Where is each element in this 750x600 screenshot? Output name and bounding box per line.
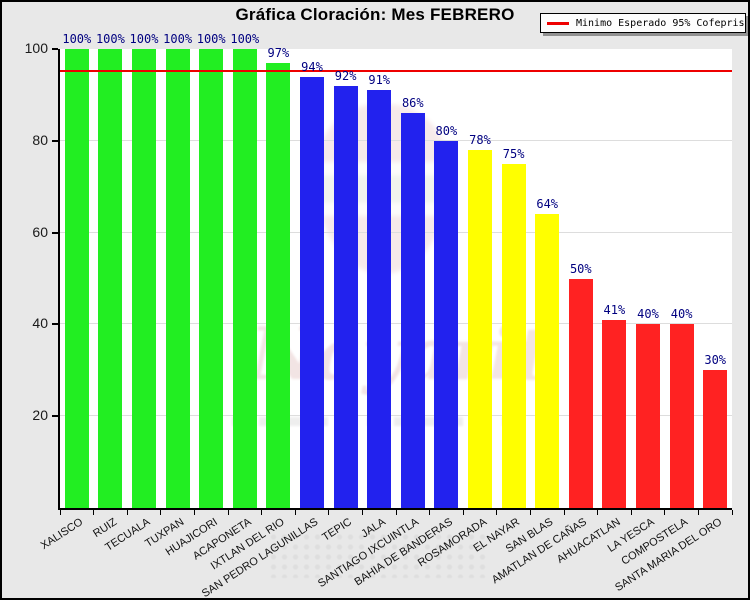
bar: [602, 319, 627, 508]
bar: [132, 49, 156, 508]
bar-value-label: 40%: [670, 307, 693, 322]
bar-value-label: 75%: [502, 146, 525, 161]
bar-value-label: 97%: [267, 45, 290, 60]
x-axis-tick: [227, 510, 229, 515]
bar-value-label: 50%: [569, 261, 592, 276]
x-axis-tick: [193, 510, 195, 515]
y-axis-tick-label: 100: [24, 40, 48, 56]
bar: [468, 149, 492, 508]
x-axis-tick: [563, 510, 565, 515]
x-axis-tick: [664, 510, 666, 515]
y-axis-tick-label: 40: [32, 315, 48, 332]
bar: [266, 62, 291, 508]
bar-value-label: 100%: [62, 32, 92, 46]
bar-value-label: 80%: [435, 123, 458, 138]
legend-line-swatch: [547, 21, 569, 25]
bar: [64, 49, 89, 508]
x-axis-tick: [597, 510, 599, 515]
bar: [535, 214, 560, 508]
x-axis-tick: [93, 510, 95, 515]
x-axis-tick: [160, 510, 162, 515]
x-axis-tick: [697, 510, 699, 515]
legend-label: Minimo Esperado 95% Cofepris: [576, 17, 745, 29]
x-axis-tick: [429, 510, 431, 515]
bar-value-label: 64%: [536, 197, 559, 212]
gridline: [60, 415, 732, 417]
bar-value-label: 30%: [704, 353, 727, 368]
y-axis-tick-label: 60: [32, 223, 48, 240]
x-axis-tick: [261, 510, 263, 515]
bar-value-label: 100%: [163, 32, 193, 46]
bar-value-label: 100%: [129, 32, 159, 46]
bar-value-label: 78%: [469, 132, 491, 147]
x-axis-tick: [630, 510, 632, 515]
bar: [501, 163, 526, 508]
x-axis-tick: [361, 510, 363, 515]
bar-value-label: 86%: [401, 96, 424, 111]
y-axis-tick: [52, 323, 58, 326]
y-axis-tick-label: 20: [32, 407, 48, 424]
bar-value-label: 92%: [334, 68, 357, 83]
x-axis-tick: [395, 510, 397, 515]
bar: [669, 324, 694, 508]
bar: [434, 140, 459, 508]
bar-value-label: 91%: [368, 73, 391, 88]
x-axis-tick: [731, 510, 733, 515]
bar: [232, 49, 257, 508]
bar: [367, 90, 392, 508]
x-axis-tick: [496, 510, 498, 515]
x-axis-tick: [462, 510, 464, 515]
x-axis-tick: [294, 510, 296, 515]
x-axis-label: XALISCO: [38, 516, 86, 553]
bar: [300, 76, 324, 508]
x-axis-tick: [126, 510, 128, 515]
threshold-line: [60, 69, 732, 72]
bar-value-label: 100%: [95, 32, 125, 46]
chart-title: Gráfica Cloración: Mes FEBRERO: [235, 5, 515, 24]
y-axis-tick: [52, 415, 58, 418]
x-axis-tick: [529, 510, 531, 515]
bar: [333, 85, 358, 508]
y-axis-tick-label: 80: [32, 131, 48, 148]
watermark: Nayarit: [60, 49, 732, 508]
gridline: [60, 139, 732, 141]
bar: [199, 49, 224, 508]
plot-area: Nayarit 20 40 60 80 100 100% 100% 100% 100% 100% 1…: [25, 32, 733, 515]
bar: [703, 370, 728, 508]
bar: [165, 49, 190, 508]
legend-box: Minimo Esperado 95% Cofepris: [540, 13, 746, 33]
bar-value-label: 100%: [230, 32, 260, 46]
bar-value-label: 40%: [637, 307, 659, 322]
y-axis-tick: [52, 231, 58, 234]
bar: [568, 278, 593, 508]
y-axis-tick: [52, 48, 58, 50]
x-axis-tick: [328, 510, 330, 515]
bar-value-label: 41%: [603, 302, 626, 317]
y-axis-tick: [52, 139, 58, 142]
bar-value-label: 100%: [196, 32, 226, 46]
x-axis-label: TEPIC: [320, 516, 355, 544]
bar: [636, 324, 660, 508]
bar-value-label: 94%: [301, 59, 323, 74]
x-axis-tick: [59, 510, 61, 515]
gridline: [60, 231, 732, 233]
gridline: [60, 323, 732, 325]
bar: [98, 49, 123, 508]
bar: [400, 113, 425, 508]
